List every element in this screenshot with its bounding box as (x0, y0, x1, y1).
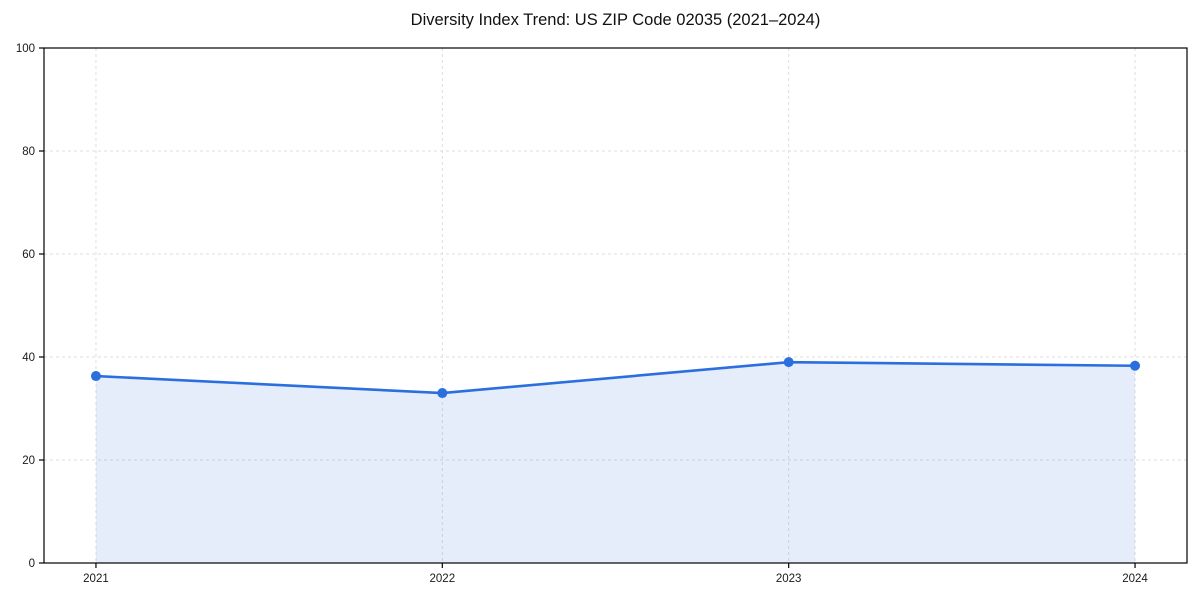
y-tick-label: 80 (22, 146, 35, 158)
y-tick-label: 20 (22, 455, 35, 467)
chart-title: Diversity Index Trend: US ZIP Code 02035… (410, 11, 821, 29)
trend-line (94, 360, 1137, 395)
x-tick-label: 2022 (430, 573, 456, 585)
y-tick-label: 100 (16, 43, 35, 55)
data-point (437, 388, 448, 399)
y-tick-label: 40 (22, 352, 35, 364)
y-tick-label: 60 (22, 249, 35, 261)
data-point (90, 371, 101, 382)
x-tick-label: 2023 (776, 573, 802, 585)
y-tick-label: 0 (29, 558, 35, 570)
x-tick-label: 2021 (83, 573, 109, 585)
data-point (783, 357, 794, 368)
area-fill (95, 362, 1136, 563)
x-tick-label: 2024 (1122, 573, 1148, 585)
data-point (1130, 360, 1141, 371)
plot-border (43, 47, 1188, 564)
